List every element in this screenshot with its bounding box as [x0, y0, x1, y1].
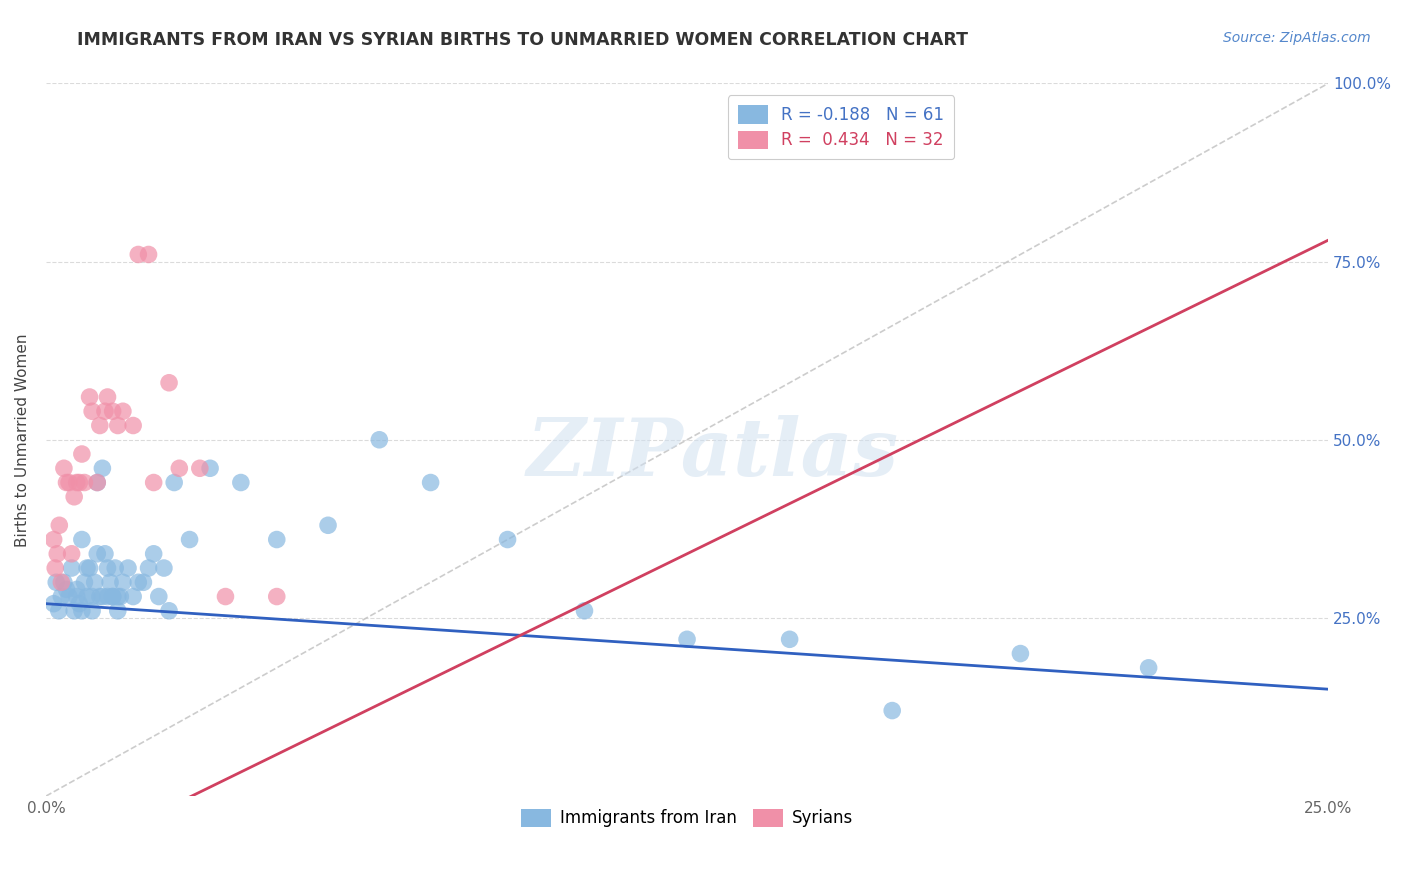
Point [94, 404, 117, 418]
Point [91, 590, 114, 604]
Point [132, 575, 155, 590]
Y-axis label: Births to Unmarried Women: Births to Unmarried Women [15, 333, 30, 547]
Point [266, 590, 288, 604]
Point [76, 561, 98, 575]
Point [676, 632, 699, 647]
Point [63, 490, 86, 504]
Point [73, 575, 96, 590]
Point [89, 418, 111, 433]
Point [163, 475, 186, 490]
Point [44, 561, 66, 575]
Point [104, 561, 127, 575]
Point [101, 404, 124, 418]
Point [198, 461, 221, 475]
Point [52, 575, 75, 590]
Point [138, 247, 160, 261]
Text: ZIPatlas: ZIPatlas [527, 416, 898, 492]
Point [368, 433, 391, 447]
Point [214, 590, 236, 604]
Point [419, 475, 441, 490]
Point [229, 475, 252, 490]
Point [86, 475, 108, 490]
Point [86, 475, 108, 490]
Point [63, 604, 86, 618]
Point [122, 590, 145, 604]
Point [48, 518, 70, 533]
Point [55, 582, 77, 597]
Point [157, 376, 180, 390]
Point [42, 533, 65, 547]
Point [82, 604, 104, 618]
Point [76, 590, 98, 604]
Point [79, 561, 101, 575]
Point [89, 590, 111, 604]
Point [107, 604, 129, 618]
Point [70, 604, 93, 618]
Point [70, 533, 93, 547]
Point [55, 475, 77, 490]
Point [83, 575, 105, 590]
Point [107, 418, 129, 433]
Point [316, 518, 339, 533]
Point [82, 404, 104, 418]
Point [60, 547, 83, 561]
Point [117, 561, 139, 575]
Point [79, 390, 101, 404]
Text: Source: ZipAtlas.com: Source: ZipAtlas.com [1223, 31, 1371, 45]
Point [574, 604, 596, 618]
Point [67, 597, 90, 611]
Point [157, 604, 180, 618]
Point [96, 590, 118, 604]
Text: IMMIGRANTS FROM IRAN VS SYRIAN BIRTHS TO UNMARRIED WOMEN CORRELATION CHART: IMMIGRANTS FROM IRAN VS SYRIAN BIRTHS TO… [77, 31, 969, 49]
Point [1137, 661, 1160, 675]
Point [45, 575, 67, 590]
Point [142, 547, 165, 561]
Point [138, 561, 160, 575]
Point [51, 590, 73, 604]
Point [142, 475, 165, 490]
Point [70, 447, 93, 461]
Point [153, 561, 176, 575]
Point [86, 547, 108, 561]
Point [111, 404, 134, 418]
Point [94, 547, 117, 561]
Point [51, 575, 73, 590]
Point [107, 590, 129, 604]
Point [101, 590, 124, 604]
Point [496, 533, 519, 547]
Point [82, 590, 104, 604]
Point [91, 461, 114, 475]
Point [66, 582, 89, 597]
Point [58, 590, 80, 604]
Point [46, 547, 69, 561]
Point [169, 461, 191, 475]
Point [127, 575, 149, 590]
Point [96, 561, 118, 575]
Point [779, 632, 801, 647]
Point [127, 247, 149, 261]
Point [111, 575, 134, 590]
Point [67, 475, 90, 490]
Point [66, 475, 89, 490]
Point [266, 533, 288, 547]
Point [122, 418, 145, 433]
Point [73, 475, 96, 490]
Point [179, 533, 201, 547]
Point [188, 461, 211, 475]
Point [42, 597, 65, 611]
Point [96, 390, 118, 404]
Point [110, 590, 132, 604]
Point [66, 590, 89, 604]
Point [98, 575, 121, 590]
Point [1010, 647, 1032, 661]
Point [60, 561, 83, 575]
Point [148, 590, 170, 604]
Legend: Immigrants from Iran, Syrians: Immigrants from Iran, Syrians [515, 802, 859, 834]
Point [58, 475, 80, 490]
Point [101, 590, 124, 604]
Point [48, 604, 70, 618]
Point [882, 704, 904, 718]
Point [52, 461, 75, 475]
